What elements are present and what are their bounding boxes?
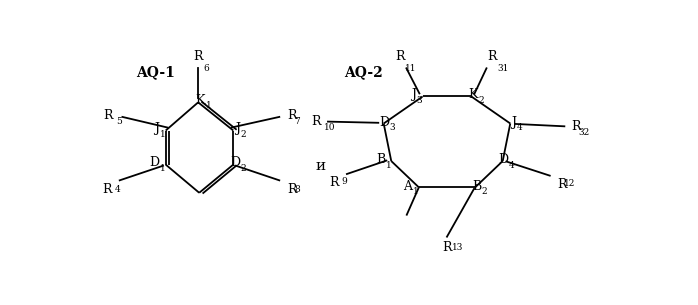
Text: 1: 1	[386, 160, 392, 170]
Text: 4: 4	[510, 160, 515, 170]
Text: R: R	[487, 50, 497, 63]
Text: 32: 32	[579, 128, 590, 137]
Text: 13: 13	[452, 243, 463, 252]
Text: 9: 9	[341, 177, 347, 186]
Text: 3: 3	[417, 95, 422, 105]
Text: 1: 1	[413, 187, 419, 196]
Text: 1: 1	[206, 101, 211, 110]
Text: AQ-2: AQ-2	[344, 65, 383, 79]
Text: и: и	[316, 159, 326, 173]
Text: 10: 10	[324, 123, 335, 132]
Text: 1: 1	[160, 163, 165, 173]
Text: AQ-1: AQ-1	[136, 65, 174, 79]
Text: B: B	[472, 180, 481, 193]
Text: D: D	[498, 153, 509, 167]
Text: K: K	[468, 88, 478, 101]
Text: 4: 4	[114, 185, 120, 194]
Text: D: D	[230, 156, 240, 170]
Text: R: R	[395, 50, 405, 63]
Text: 2: 2	[241, 130, 246, 138]
Text: R: R	[557, 178, 566, 191]
Text: 8: 8	[295, 185, 300, 194]
Text: R: R	[193, 50, 203, 63]
Text: R: R	[443, 241, 452, 254]
Text: D: D	[149, 156, 159, 170]
Text: 6: 6	[204, 64, 209, 73]
Text: 1: 1	[160, 130, 165, 138]
Text: R: R	[104, 109, 113, 123]
Text: R: R	[329, 176, 339, 188]
Text: J: J	[235, 122, 240, 135]
Text: 7: 7	[295, 117, 300, 126]
Text: 4: 4	[517, 123, 523, 132]
Text: 2: 2	[478, 95, 484, 105]
Text: J: J	[411, 88, 416, 101]
Text: 2: 2	[482, 187, 487, 196]
Text: B: B	[376, 153, 385, 167]
Text: 31: 31	[497, 64, 509, 73]
Text: R: R	[288, 109, 297, 123]
Text: R: R	[102, 183, 112, 196]
Text: 11: 11	[406, 64, 417, 73]
Text: A: A	[403, 180, 413, 193]
Text: 12: 12	[564, 179, 575, 188]
Text: J: J	[154, 122, 159, 135]
Text: D: D	[379, 116, 389, 129]
Text: R: R	[572, 120, 581, 133]
Text: R: R	[311, 115, 321, 128]
Text: J: J	[511, 116, 517, 129]
Text: 3: 3	[389, 123, 395, 132]
Text: 5: 5	[116, 117, 121, 126]
Text: 2: 2	[241, 163, 246, 173]
Text: K: K	[195, 94, 205, 107]
Text: R: R	[288, 183, 297, 196]
